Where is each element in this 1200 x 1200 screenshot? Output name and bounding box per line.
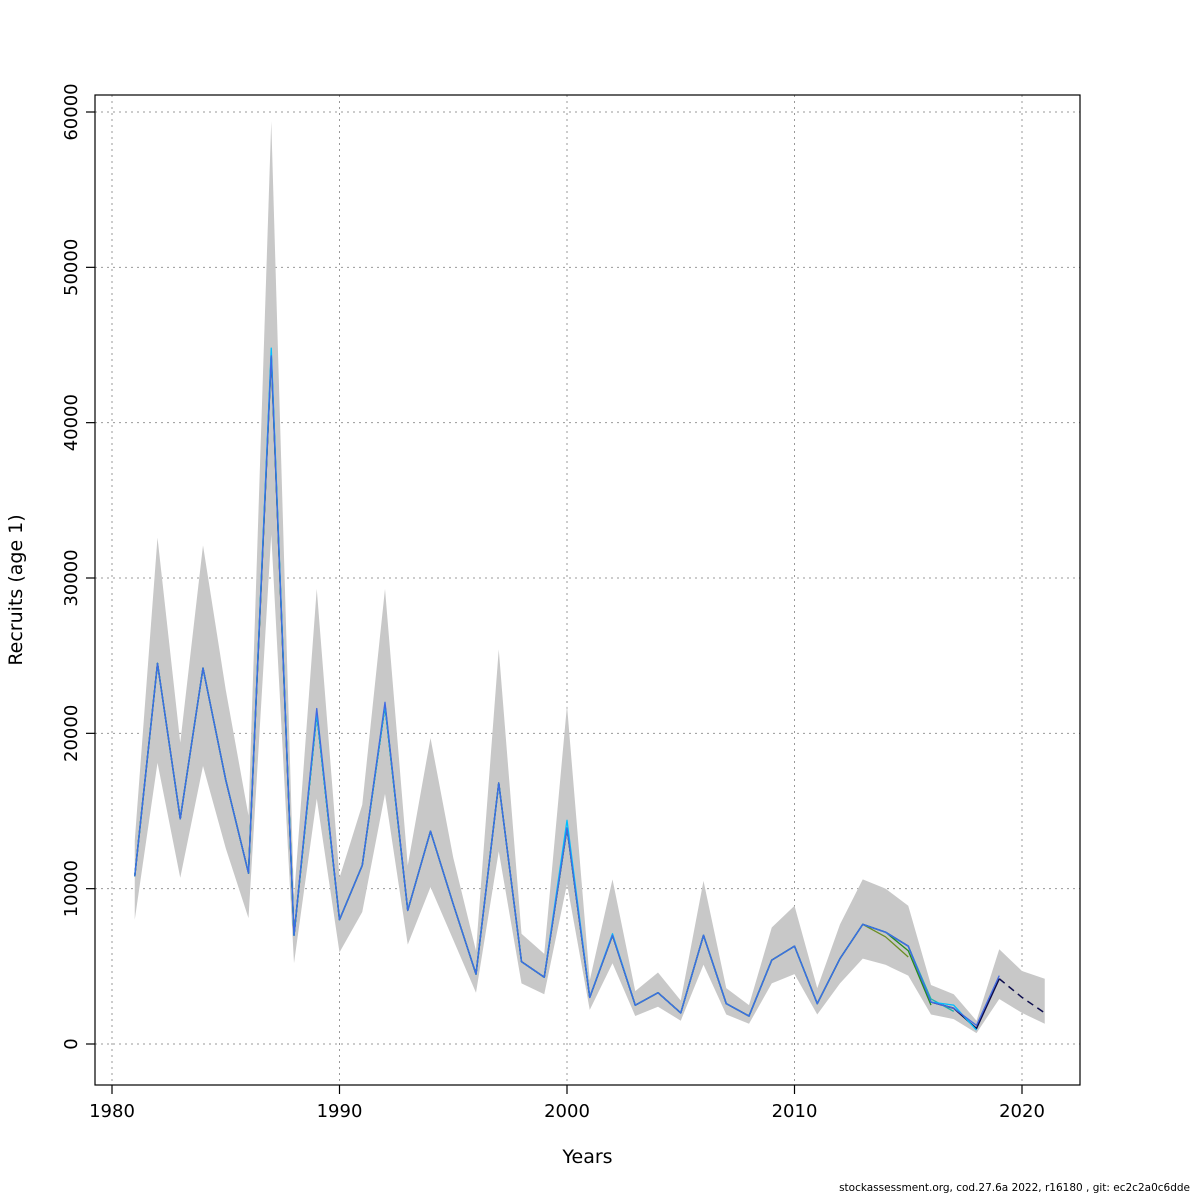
svg-text:2010: 2010 (772, 1101, 818, 1122)
svg-text:0: 0 (61, 1038, 82, 1049)
gridlines (95, 95, 1080, 1085)
svg-text:10000: 10000 (61, 860, 82, 917)
svg-text:2020: 2020 (999, 1101, 1045, 1122)
footer-credit: stockassessment.org, cod.27.6a 2022, r16… (839, 1182, 1190, 1194)
axes (86, 111, 1023, 1094)
svg-text:1990: 1990 (317, 1101, 363, 1122)
y-axis-title: Recruits (age 1) (5, 514, 27, 665)
svg-text:20000: 20000 (61, 705, 82, 762)
svg-text:50000: 50000 (61, 239, 82, 296)
svg-text:30000: 30000 (61, 549, 82, 606)
svg-text:2000: 2000 (544, 1101, 590, 1122)
retro-line-peel-2019 (134, 355, 1000, 1027)
confidence-band (134, 121, 1045, 1034)
svg-text:40000: 40000 (61, 394, 82, 451)
svg-text:1980: 1980 (89, 1101, 135, 1122)
x-axis-title: Years (561, 1146, 612, 1168)
axis-tick-labels: 1980 1990 2000 2010 2020 0 10000 20000 30000 4000… (61, 83, 1045, 1122)
svg-text:60000: 60000 (61, 83, 82, 140)
plot-border (94, 94, 1081, 1086)
forecast-dashed-line (998, 978, 1046, 1014)
